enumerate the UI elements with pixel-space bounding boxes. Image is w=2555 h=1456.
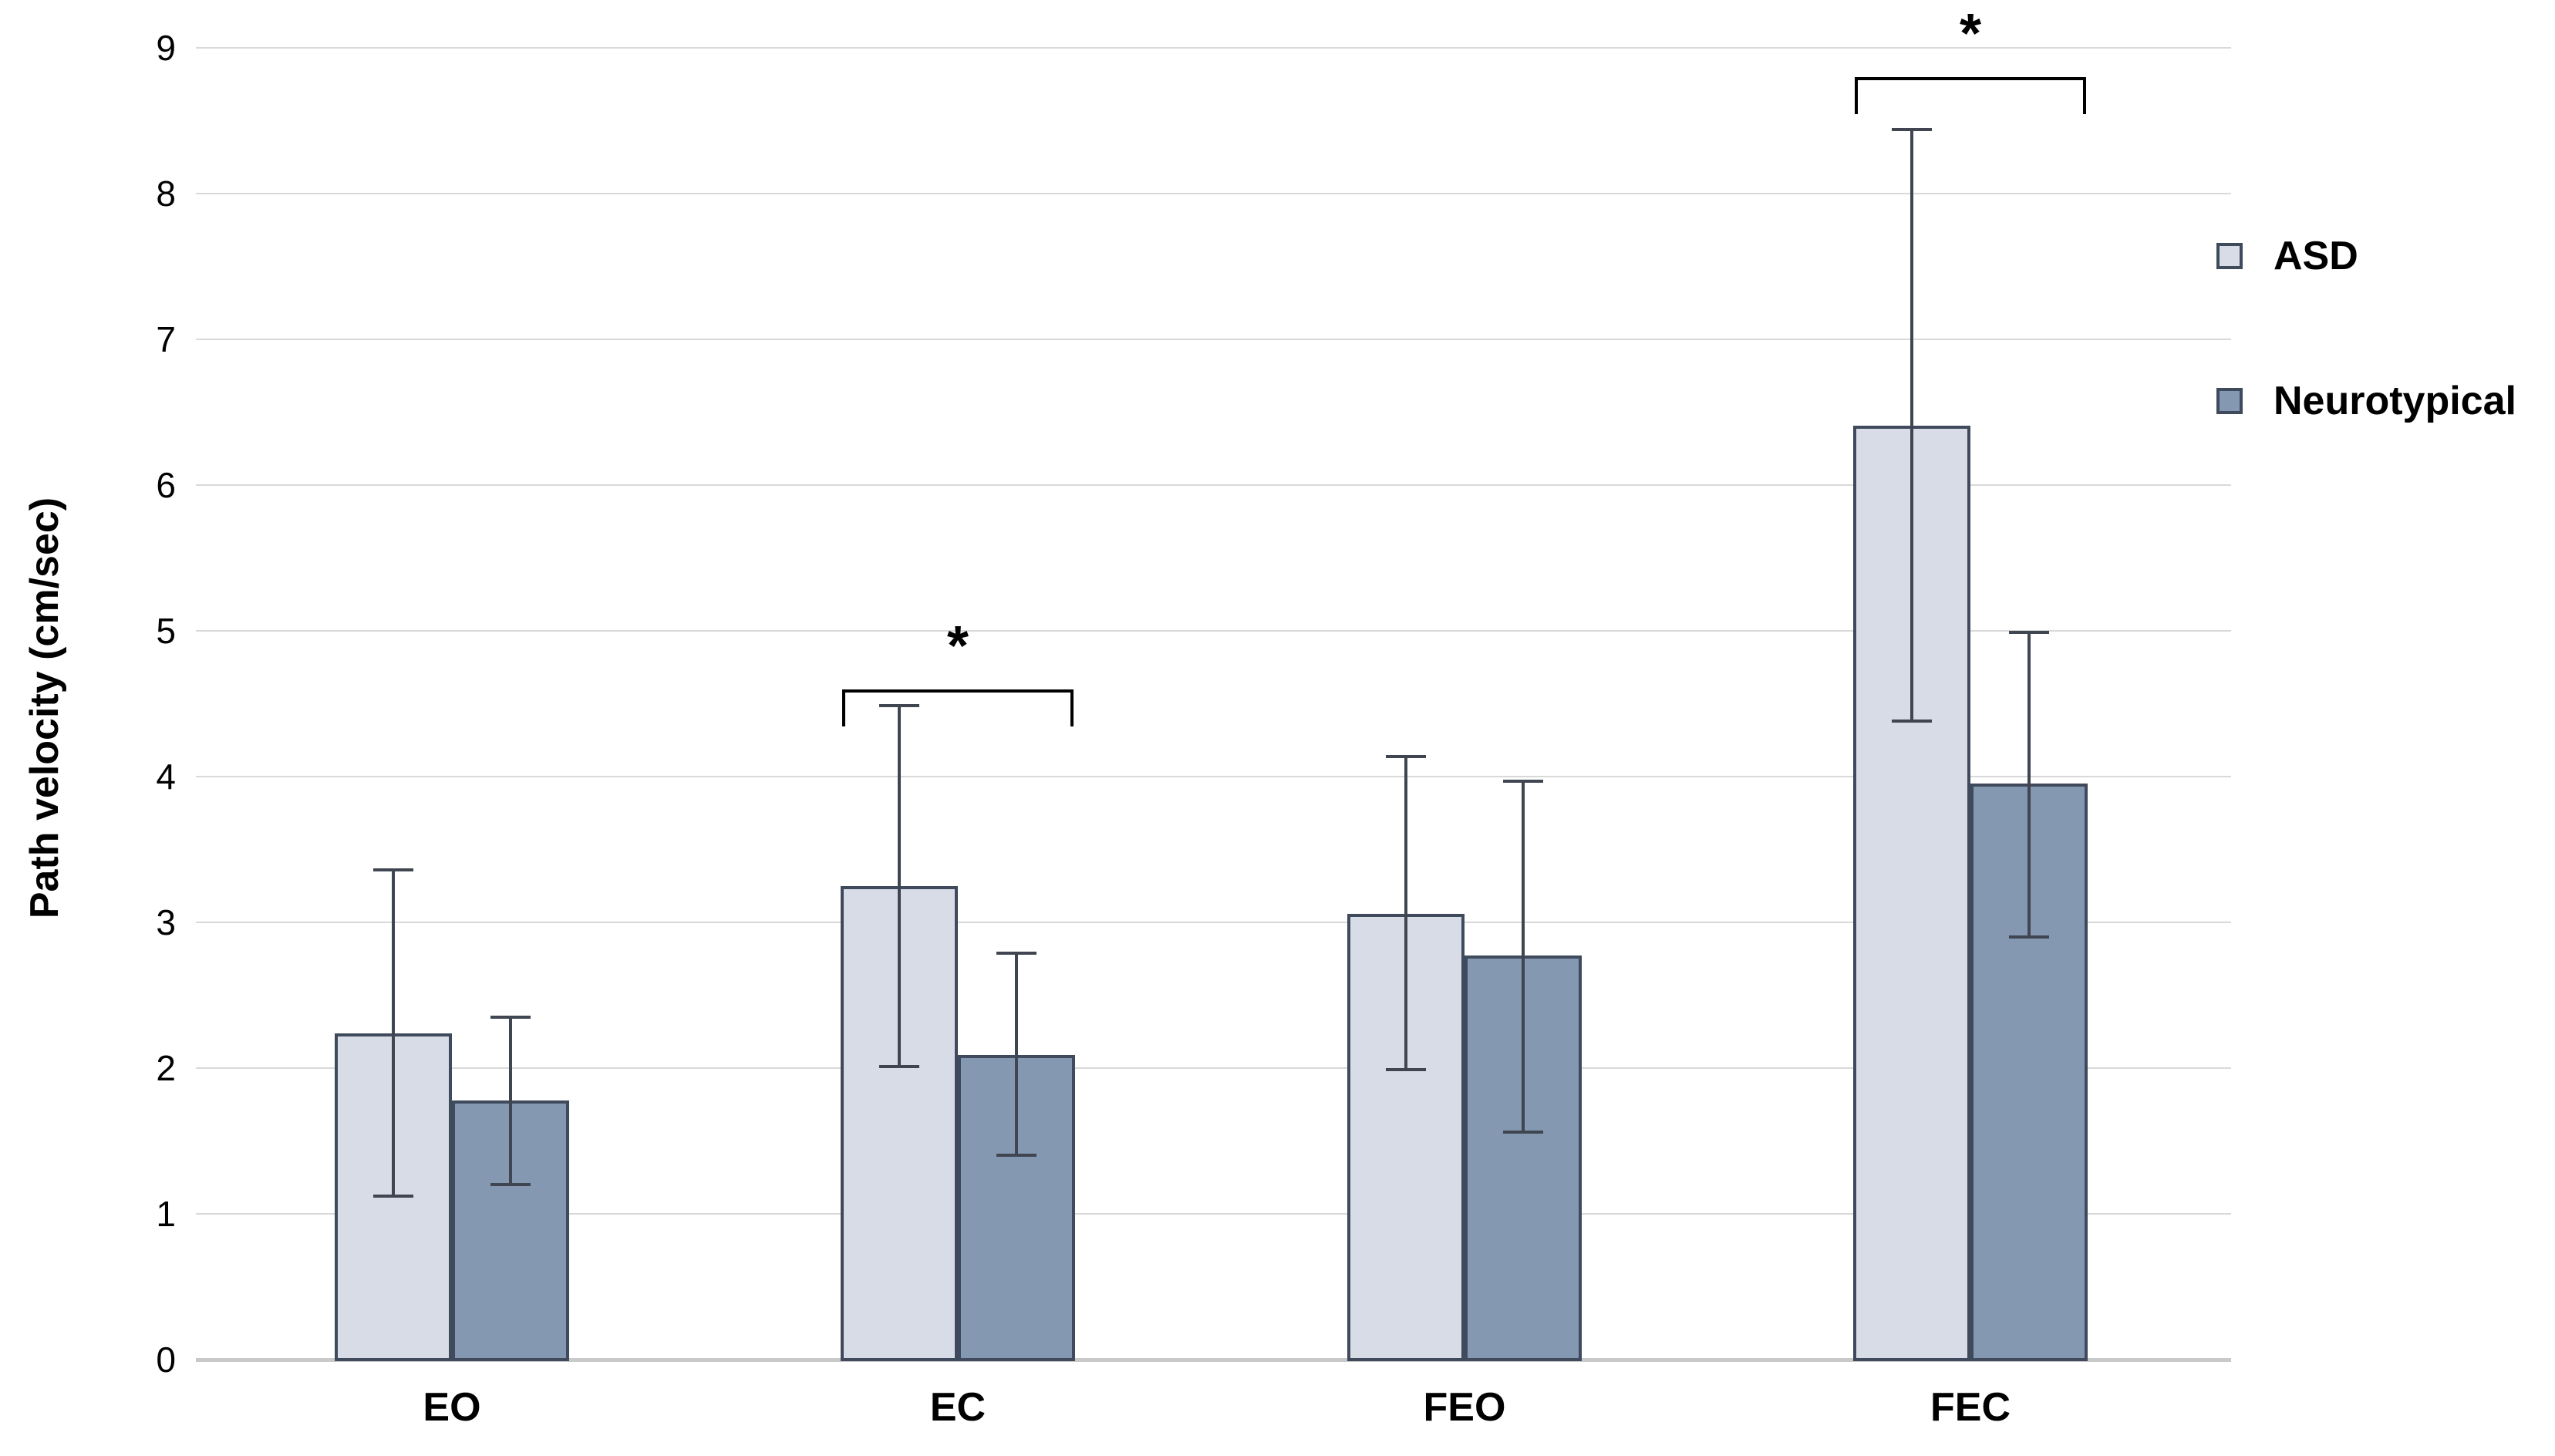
- error-cap-bottom-neurotypical-fec: [2009, 935, 2049, 939]
- error-cap-top-asd-eo: [373, 868, 413, 872]
- gridline-2: [196, 1067, 2231, 1069]
- y-tick-label-9: 9: [156, 28, 176, 68]
- gridline-6: [196, 484, 2231, 486]
- error-cap-bottom-neurotypical-eo: [490, 1183, 531, 1187]
- x-category-label-feo: FEO: [1423, 1385, 1506, 1430]
- error-cap-top-neurotypical-fec: [2009, 631, 2049, 634]
- bar-neurotypical-fec: [1970, 784, 2088, 1361]
- error-bar-neurotypical-ec: [1015, 951, 1018, 1158]
- y-tick-label-7: 7: [156, 319, 176, 359]
- error-bar-asd-feo: [1404, 754, 1407, 1071]
- error-bar-asd-eo: [392, 868, 395, 1198]
- gridline-8: [196, 193, 2231, 194]
- error-cap-top-neurotypical-ec: [996, 951, 1036, 955]
- y-tick-label-4: 4: [156, 757, 176, 797]
- legend-item-asd: ASD: [2216, 236, 2358, 276]
- error-cap-top-asd-ec: [879, 703, 919, 707]
- y-tick-label-0: 0: [156, 1340, 176, 1380]
- error-bar-asd-fec: [1910, 127, 1913, 723]
- error-cap-top-asd-fec: [1892, 127, 1932, 131]
- error-cap-top-neurotypical-eo: [490, 1015, 531, 1019]
- x-category-label-ec: EC: [929, 1385, 986, 1430]
- gridline-7: [196, 339, 2231, 340]
- x-category-label-fec: FEC: [1930, 1385, 2011, 1430]
- error-cap-bottom-neurotypical-ec: [996, 1154, 1036, 1158]
- error-cap-bottom-asd-feo: [1386, 1067, 1426, 1071]
- x-axis-line: [196, 1358, 2231, 1362]
- error-cap-bottom-asd-fec: [1892, 720, 1932, 723]
- y-tick-label-1: 1: [156, 1194, 176, 1234]
- gridline-5: [196, 630, 2231, 632]
- error-cap-bottom-asd-eo: [373, 1195, 413, 1198]
- y-tick-label-6: 6: [156, 465, 176, 505]
- gridline-4: [196, 776, 2231, 777]
- significance-star-ec: *: [946, 615, 969, 677]
- error-cap-top-asd-feo: [1386, 754, 1426, 758]
- error-bar-neurotypical-fec: [2027, 631, 2031, 939]
- error-cap-bottom-asd-ec: [879, 1065, 919, 1068]
- legend-swatch-asd: [2216, 243, 2243, 269]
- error-cap-top-neurotypical-feo: [1503, 779, 1543, 783]
- legend-label-asd: ASD: [2274, 234, 2358, 278]
- error-bar-asd-ec: [898, 703, 901, 1068]
- legend-swatch-neurotypical: [2216, 388, 2243, 414]
- y-tick-label-3: 3: [156, 902, 176, 942]
- gridline-3: [196, 922, 2231, 923]
- x-category-label-eo: EO: [423, 1385, 481, 1430]
- significance-bracket-ec: [842, 689, 1074, 726]
- y-tick-label-5: 5: [156, 611, 176, 651]
- significance-star-fec: *: [1959, 2, 1982, 65]
- legend-label-neurotypical: Neurotypical: [2274, 379, 2516, 423]
- y-tick-label-8: 8: [156, 174, 176, 214]
- error-bar-neurotypical-feo: [1522, 779, 1525, 1134]
- error-bar-neurotypical-eo: [509, 1015, 512, 1187]
- gridline-1: [196, 1213, 2231, 1215]
- y-axis-title: Path velocity (cm/sec): [22, 497, 67, 919]
- legend-item-neurotypical: Neurotypical: [2216, 381, 2516, 421]
- y-tick-label-2: 2: [156, 1048, 176, 1088]
- error-cap-bottom-neurotypical-feo: [1503, 1131, 1543, 1134]
- significance-bracket-fec: [1855, 76, 2086, 114]
- gridline-9: [196, 47, 2231, 49]
